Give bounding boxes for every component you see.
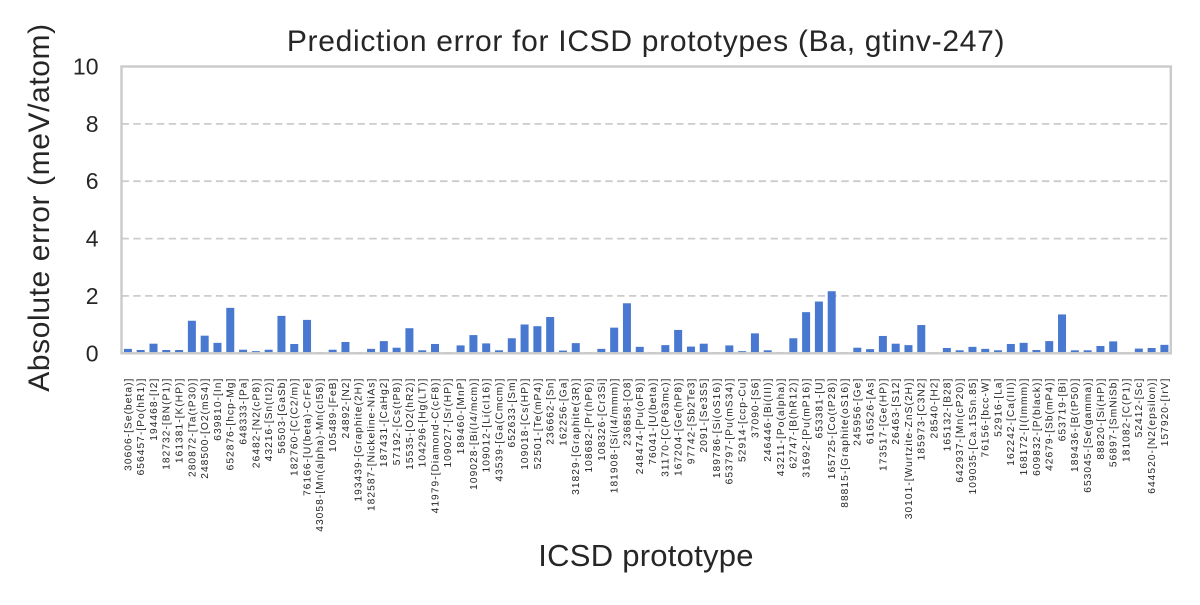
svg-text:248474-[Pu(oF8)]: 248474-[Pu(oF8)] (635, 378, 646, 475)
svg-text:56897-[SmNiSb]: 56897-[SmNiSb] (1109, 378, 1120, 467)
svg-text:76166-[U(beta)-CrFe]: 76166-[U(beta)-CrFe] (302, 378, 313, 496)
svg-text:31170-[C(P63mc)]: 31170-[C(P63mc)] (661, 378, 672, 477)
svg-text:43058-[Mn(alpha)-Mn(cI58)]: 43058-[Mn(alpha)-Mn(cI58)] (315, 378, 326, 532)
svg-text:57192-[Cs(tP8)]: 57192-[Cs(tP8)] (392, 378, 403, 466)
svg-text:24892-[N2]: 24892-[N2] (341, 378, 352, 439)
svg-text:ICSD prototype: ICSD prototype (538, 538, 753, 573)
svg-text:88815-[Graphite(oS16)]: 88815-[Graphite(oS16)] (840, 378, 851, 508)
svg-text:105489-[FeB]: 105489-[FeB] (328, 378, 339, 452)
svg-text:109018-[Cs(HP)]: 109018-[Cs(HP)] (520, 378, 531, 470)
svg-text:187431-[CaHg2]: 187431-[CaHg2] (379, 378, 390, 467)
svg-text:236858-[O8]: 236858-[O8] (622, 378, 633, 446)
svg-text:165725-[Co(tP28)]: 165725-[Co(tP28)] (827, 378, 838, 480)
svg-text:52501-[Te(mP4)]: 52501-[Te(mP4)] (533, 378, 544, 470)
svg-text:108326-[Cr3Si]: 108326-[Cr3Si] (597, 378, 608, 461)
svg-text:648333-[Pa]: 648333-[Pa] (238, 378, 249, 445)
svg-text:52916-[La]: 52916-[La] (993, 378, 1004, 437)
svg-text:642937-[Mn(cP20)]: 642937-[Mn(cP20)] (955, 378, 966, 483)
svg-text:30606-[Se(beta)]: 30606-[Se(beta)] (123, 378, 134, 471)
svg-text:52412-[Sc]: 52412-[Sc] (1134, 378, 1145, 438)
svg-text:189460-[MnP]: 189460-[MnP] (456, 378, 467, 455)
svg-text:644520-[N2(epsilon)]: 644520-[N2(epsilon)] (1147, 378, 1158, 494)
svg-text:2091-[Se3S5]: 2091-[Se3S5] (699, 378, 710, 453)
svg-text:76041-[U(beta)]: 76041-[U(beta)] (648, 378, 659, 465)
svg-text:652876-[hcp-Mg]: 652876-[hcp-Mg] (226, 378, 237, 471)
svg-text:28540-[H2]: 28540-[H2] (929, 378, 940, 439)
svg-text:245956-[Ge]: 245956-[Ge] (853, 378, 864, 446)
svg-text:88820-[Si(HP)]: 88820-[Si(HP)] (1096, 378, 1107, 460)
svg-text:609832-[P(black)]: 609832-[P(black)] (1032, 378, 1043, 476)
svg-text:10: 10 (73, 54, 99, 80)
svg-text:109028-[Bi(I4/mcm)]: 109028-[Bi(I4/mcm)] (469, 378, 480, 490)
svg-text:181082-[C(P1)]: 181082-[C(P1)] (1121, 378, 1132, 462)
svg-text:248500-[O2(mS4)]: 248500-[O2(mS4)] (200, 378, 211, 479)
svg-text:109012-[Li(cI16)]: 109012-[Li(cI16)] (482, 378, 493, 473)
svg-text:653719-[Bi]: 653719-[Bi] (1057, 378, 1068, 442)
svg-text:167204-[Ge(hP8)]: 167204-[Ge(hP8)] (674, 378, 685, 476)
svg-text:165132-[B28]: 165132-[B28] (942, 378, 953, 452)
svg-text:41979-[Diamond-C(cF8)]: 41979-[Diamond-C(cF8)] (430, 378, 441, 514)
svg-text:97742-[Sb2Te3]: 97742-[Sb2Te3] (686, 378, 697, 465)
svg-text:653045-[Se(gamma)]: 653045-[Se(gamma)] (1083, 378, 1094, 493)
svg-text:4: 4 (86, 226, 99, 252)
svg-text:30101-[Wurtzite-ZnS(2H)]: 30101-[Wurtzite-ZnS(2H)] (904, 378, 915, 520)
svg-text:43539-[Ga(Cmcm)]: 43539-[Ga(Cmcm)] (494, 378, 505, 482)
svg-text:37090-[S6]: 37090-[S6] (750, 378, 761, 438)
svg-text:639810-[In]: 639810-[In] (213, 378, 224, 441)
svg-text:185973-[C3N2]: 185973-[C3N2] (917, 378, 928, 461)
svg-text:194468-[I2]: 194468-[I2] (149, 378, 160, 441)
svg-text:181908-[Si(I4/mmm)]: 181908-[Si(I4/mmm)] (610, 378, 621, 494)
svg-text:157920-[IrV]: 157920-[IrV] (1160, 378, 1171, 447)
svg-text:189436-[B(tP50)]: 189436-[B(tP50)] (1070, 378, 1081, 472)
svg-text:161381-[K(HP)]: 161381-[K(HP)] (174, 378, 185, 463)
svg-text:43211-[Po(alpha)]: 43211-[Po(alpha)] (776, 378, 787, 477)
svg-text:Prediction error for ICSD prot: Prediction error for ICSD prototypes (Ba… (287, 25, 1005, 58)
svg-text:653381-[U]: 653381-[U] (814, 378, 825, 439)
svg-text:43216-[Sn(tI2)]: 43216-[Sn(tI2)] (264, 378, 275, 462)
svg-text:189786-[Si(oS16)]: 189786-[Si(oS16)] (712, 378, 723, 479)
svg-text:162242-[Ca(III)]: 162242-[Ca(III)] (1006, 378, 1017, 466)
svg-text:56503-[GaSb]: 56503-[GaSb] (277, 378, 288, 454)
svg-text:182587-[Nickeline-NiAs]: 182587-[Nickeline-NiAs] (366, 378, 377, 511)
svg-text:31692-[Pu(mP16)]: 31692-[Pu(mP16)] (802, 378, 813, 478)
svg-text:182760-[C(C2/m)]: 182760-[C(C2/m)] (290, 378, 301, 476)
svg-text:656457-[Po(hR1)]: 656457-[Po(hR1)] (136, 378, 147, 476)
svg-text:652633-[Sm]: 652633-[Sm] (507, 378, 518, 448)
svg-text:2: 2 (86, 283, 99, 309)
svg-text:8: 8 (86, 111, 99, 137)
svg-text:42679-[Sb(mP4)]: 42679-[Sb(mP4)] (1045, 378, 1056, 471)
svg-text:6: 6 (86, 168, 99, 194)
svg-text:168172-[I(Immm)]: 168172-[I(Immm)] (1019, 378, 1030, 476)
svg-text:76156-[bcc-W]: 76156-[bcc-W] (981, 378, 992, 458)
svg-text:26482-[N2(cP8)]: 26482-[N2(cP8)] (251, 378, 262, 469)
svg-text:280872-[Ta(tP30)]: 280872-[Ta(tP30)] (187, 378, 198, 477)
svg-text:52914-[ccp-Cu]: 52914-[ccp-Cu] (738, 378, 749, 462)
svg-text:108682-[Pr(hP6)]: 108682-[Pr(hP6)] (584, 378, 595, 473)
svg-text:173517-[Ge(HP)]: 173517-[Ge(HP)] (878, 378, 889, 471)
svg-text:62747-[B(hR12)]: 62747-[B(hR12)] (789, 378, 800, 469)
svg-text:109035-[Ca.15Sn.85]: 109035-[Ca.15Sn.85] (968, 378, 979, 495)
svg-text:26463-[S12]: 26463-[S12] (891, 378, 902, 445)
svg-text:104296-[Hg(LT)]: 104296-[Hg(LT)] (418, 378, 429, 468)
svg-text:31829-[Graphite(3R)]: 31829-[Graphite(3R)] (571, 378, 582, 495)
svg-text:Absolute error (meV/atom): Absolute error (meV/atom) (23, 23, 56, 391)
svg-text:0: 0 (86, 340, 99, 366)
svg-text:109027-[Sr(HP)]: 109027-[Sr(HP)] (443, 378, 454, 468)
svg-text:246446-[Bi(III)]: 246446-[Bi(III)] (763, 378, 774, 462)
svg-text:15535-[O2(hR2)]: 15535-[O2(hR2)] (405, 378, 416, 470)
svg-text:182732-[BN(P1)]: 182732-[BN(P1)] (162, 378, 173, 470)
svg-text:236662-[Sn]: 236662-[Sn] (546, 378, 557, 445)
svg-text:193439-[Graphite(2H)]: 193439-[Graphite(2H)] (354, 378, 365, 502)
svg-text:653797-[Pu(mS34)]: 653797-[Pu(mS34)] (725, 378, 736, 485)
svg-text:616526-[As]: 616526-[As] (865, 378, 876, 445)
svg-text:162256-[Ga]: 162256-[Ga] (558, 378, 569, 446)
